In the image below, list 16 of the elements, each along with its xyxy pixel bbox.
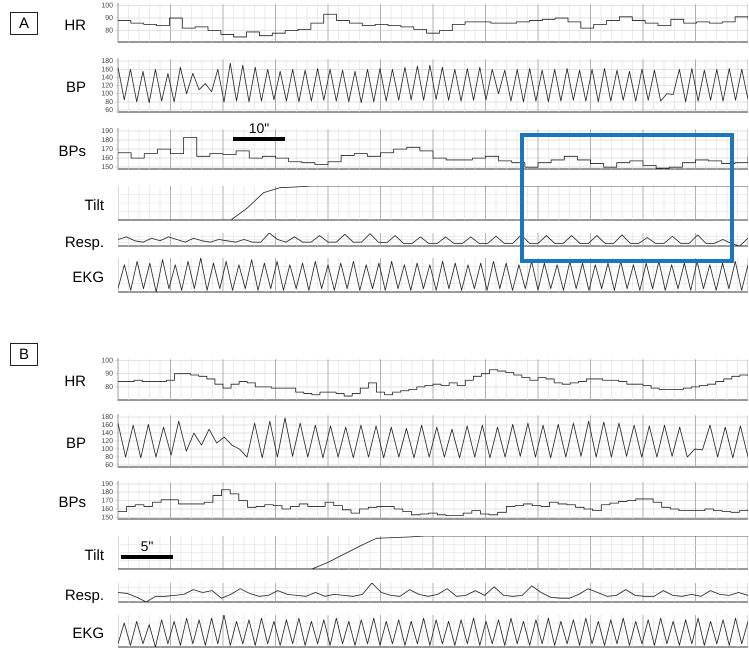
y-axis-title: BP	[66, 79, 86, 96]
chart-title: B	[10, 343, 38, 366]
y-axis-title: HR	[64, 16, 86, 34]
y-axis-title: Resp.	[64, 234, 104, 250]
y-axis-title: HR	[64, 373, 86, 390]
y-axis-title: Tilt	[84, 197, 104, 214]
y-axis-title: EKG	[72, 269, 104, 286]
annotation: 10"	[248, 120, 270, 136]
y-axis-title: BPs	[58, 142, 86, 160]
y-axis-title: BPs	[58, 494, 86, 511]
text: A	[10, 12, 38, 35]
y-axis-title: BP	[66, 434, 86, 452]
annotation: 5"	[140, 538, 154, 554]
y-axis-title: Resp.	[64, 586, 104, 604]
y-axis-title: Tilt	[84, 546, 104, 564]
y-axis-title: EKG	[72, 625, 104, 642]
